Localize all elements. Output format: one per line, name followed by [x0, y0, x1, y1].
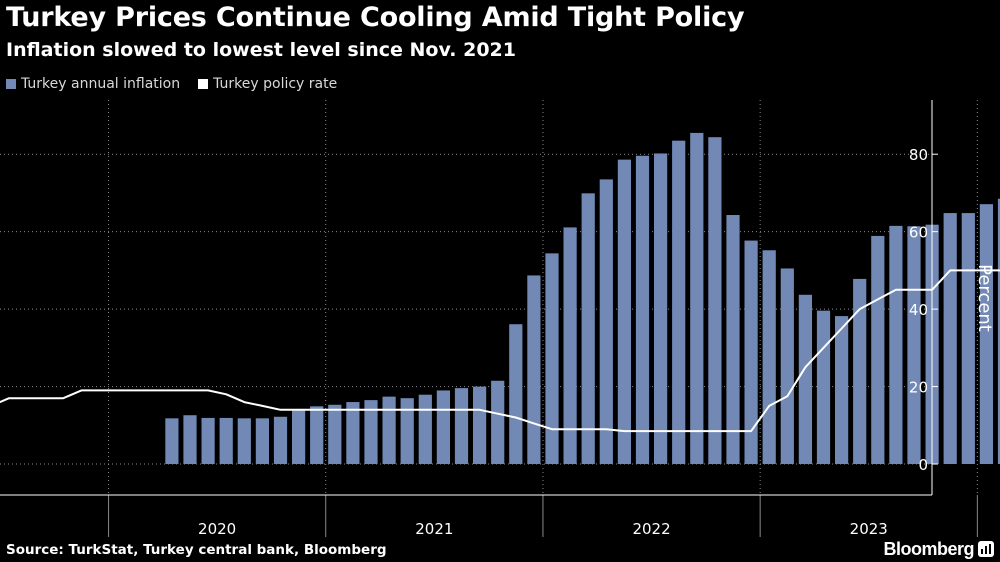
- bar-inflation-jan-2021: [328, 404, 342, 465]
- y-tick-label-80: 80: [909, 146, 928, 164]
- bar-inflation-may-2021: [400, 398, 414, 465]
- bar-inflation-oct-2022: [708, 137, 722, 465]
- bar-inflation-jan-2023: [762, 250, 776, 465]
- legend-item-policy-rate: Turkey policy rate: [198, 76, 337, 92]
- bar-inflation-sep-2021: [473, 386, 487, 465]
- bar-inflation-may-2022: [617, 159, 631, 465]
- bar-inflation-apr-2022: [599, 179, 613, 465]
- bar-inflation-nov-2020: [292, 409, 306, 465]
- y-tick-label-0: 0: [918, 456, 928, 474]
- bar-inflation-sep-2022: [690, 132, 704, 465]
- legend: Turkey annual inflation Turkey policy ra…: [6, 76, 337, 92]
- bar-inflation-jul-2022: [654, 153, 668, 465]
- bar-inflation-nov-2021: [509, 324, 523, 465]
- bar-inflation-apr-2021: [382, 396, 396, 465]
- bar-inflation-dec-2023: [961, 213, 975, 465]
- bar-inflation-jul-2021: [436, 390, 450, 465]
- bar-inflation-jan-2022: [545, 253, 559, 465]
- y-tick-label-20: 20: [909, 379, 928, 397]
- chart-subtitle: Inflation slowed to lowest level since N…: [6, 39, 516, 61]
- legend-swatch-inflation: [6, 79, 16, 89]
- bar-inflation-sep-2023: [907, 226, 921, 465]
- bar-inflation-aug-2021: [454, 388, 469, 465]
- bar-inflation-oct-2021: [491, 380, 505, 465]
- bar-inflation-nov-2023: [943, 213, 957, 465]
- bar-inflation-aug-2020: [237, 418, 251, 465]
- bar-inflation-feb-2023: [780, 268, 794, 465]
- bar-inflation-dec-2022: [744, 240, 758, 465]
- line-policy-rate: [0, 269, 1000, 433]
- bloomberg-mark-icon: [978, 541, 994, 557]
- bar-inflation-mar-2023: [798, 294, 812, 465]
- y-tick-label-60: 60: [909, 224, 928, 242]
- bar-inflation-aug-2023: [889, 225, 903, 465]
- bar-inflation-oct-2020: [273, 416, 288, 465]
- bar-inflation-jan-2024: [979, 204, 993, 465]
- bar-inflation-jun-2021: [418, 394, 432, 465]
- bar-inflation-feb-2022: [563, 227, 577, 465]
- x-tick-label-2022: 2022: [632, 520, 670, 538]
- legend-label-policy-rate: Turkey policy rate: [213, 76, 338, 92]
- bar-inflation-mar-2022: [581, 193, 595, 465]
- bar-inflation-feb-2021: [346, 402, 360, 465]
- legend-label-inflation: Turkey annual inflation: [21, 76, 181, 92]
- bar-inflation-apr-2023: [816, 310, 831, 465]
- y-tick-label-40: 40: [909, 301, 928, 319]
- source-note: Source: TurkStat, Turkey central bank, B…: [6, 542, 387, 558]
- bar-inflation-may-2023: [835, 316, 849, 465]
- chart-title: Turkey Prices Continue Cooling Amid Tigh…: [6, 2, 745, 33]
- bar-inflation-jul-2023: [871, 235, 885, 465]
- bar-inflation-dec-2020: [310, 406, 324, 465]
- legend-swatch-policy-rate: [198, 79, 209, 89]
- bar-inflation-dec-2021: [527, 275, 541, 465]
- legend-item-inflation: Turkey annual inflation: [6, 76, 180, 92]
- bar-inflation-nov-2022: [726, 215, 740, 465]
- bloomberg-logo: Bloomberg: [883, 539, 974, 559]
- bar-inflation-sep-2020: [255, 418, 269, 465]
- x-tick-label-2020: 2020: [198, 520, 236, 538]
- bar-inflation-jul-2020: [219, 417, 233, 465]
- bar-inflation-aug-2022: [672, 140, 686, 465]
- bar-inflation-jun-2023: [853, 278, 867, 465]
- bar-inflation-mar-2021: [364, 400, 378, 465]
- bar-inflation-may-2020: [183, 415, 197, 465]
- y-axis-title: Percent: [974, 264, 995, 332]
- x-tick-label-2023: 2023: [850, 520, 888, 538]
- bar-inflation-apr-2020: [165, 418, 179, 465]
- bar-inflation-feb-2024: [997, 198, 1000, 465]
- bar-inflation-jun-2022: [635, 155, 650, 465]
- bar-inflation-jun-2020: [201, 417, 215, 465]
- x-tick-label-2021: 2021: [415, 520, 453, 538]
